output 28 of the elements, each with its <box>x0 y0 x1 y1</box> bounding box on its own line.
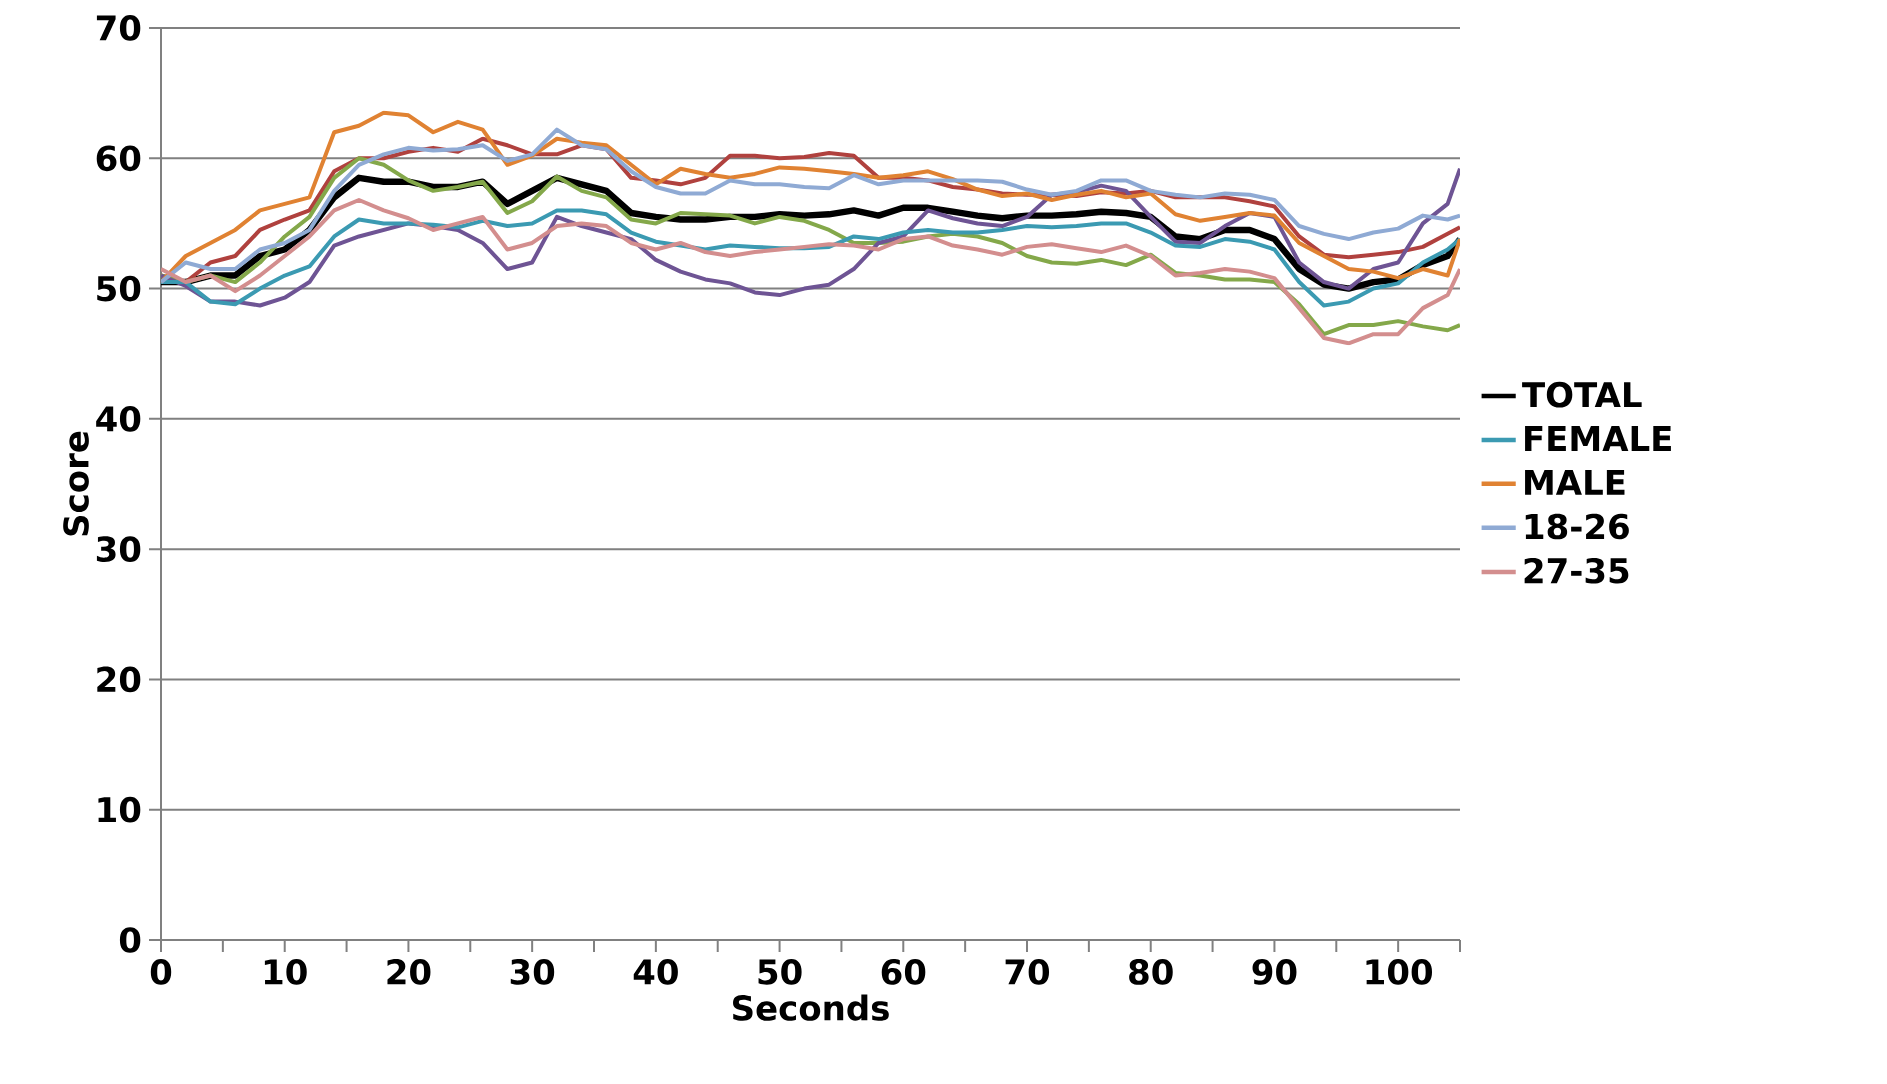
x-tick-label: 10 <box>264 959 307 985</box>
x-tick-label: 30 <box>510 959 555 985</box>
x-tick-label: 80 <box>1129 959 1173 985</box>
y-tick-label: 70 <box>96 15 141 41</box>
x-tick-label: 50 <box>758 959 802 985</box>
legend-label: MALE <box>1525 469 1625 495</box>
x-tick-label: 70 <box>1005 959 1050 985</box>
y-tick-label: 20 <box>97 666 141 693</box>
line-series <box>161 208 1461 308</box>
x-tick-label: 20 <box>387 959 431 985</box>
y-tick-label: 40 <box>96 405 141 432</box>
y-tick-label: 60 <box>96 145 141 172</box>
legend-label: 27-35 <box>1524 557 1629 584</box>
y-tick-label: 10 <box>98 796 141 823</box>
legend-label: 18-26 <box>1525 513 1629 540</box>
y-tick-label: 30 <box>96 536 141 562</box>
x-tick-label: 0 <box>150 959 172 985</box>
x-axis-title: Seconds <box>733 994 889 1021</box>
legend-label: FEMALE <box>1525 426 1671 451</box>
legend-label: TOTAL <box>1522 381 1642 408</box>
x-tick-label: 60 <box>881 959 926 985</box>
y-tick-label: 0 <box>119 927 141 953</box>
line-series <box>161 197 1461 346</box>
x-tick-label: 100 <box>1366 959 1433 985</box>
y-axis-title: Score <box>63 431 89 536</box>
y-tick-label: 50 <box>97 275 141 302</box>
x-tick-label: 40 <box>633 959 678 985</box>
x-tick-label: 90 <box>1252 959 1297 985</box>
